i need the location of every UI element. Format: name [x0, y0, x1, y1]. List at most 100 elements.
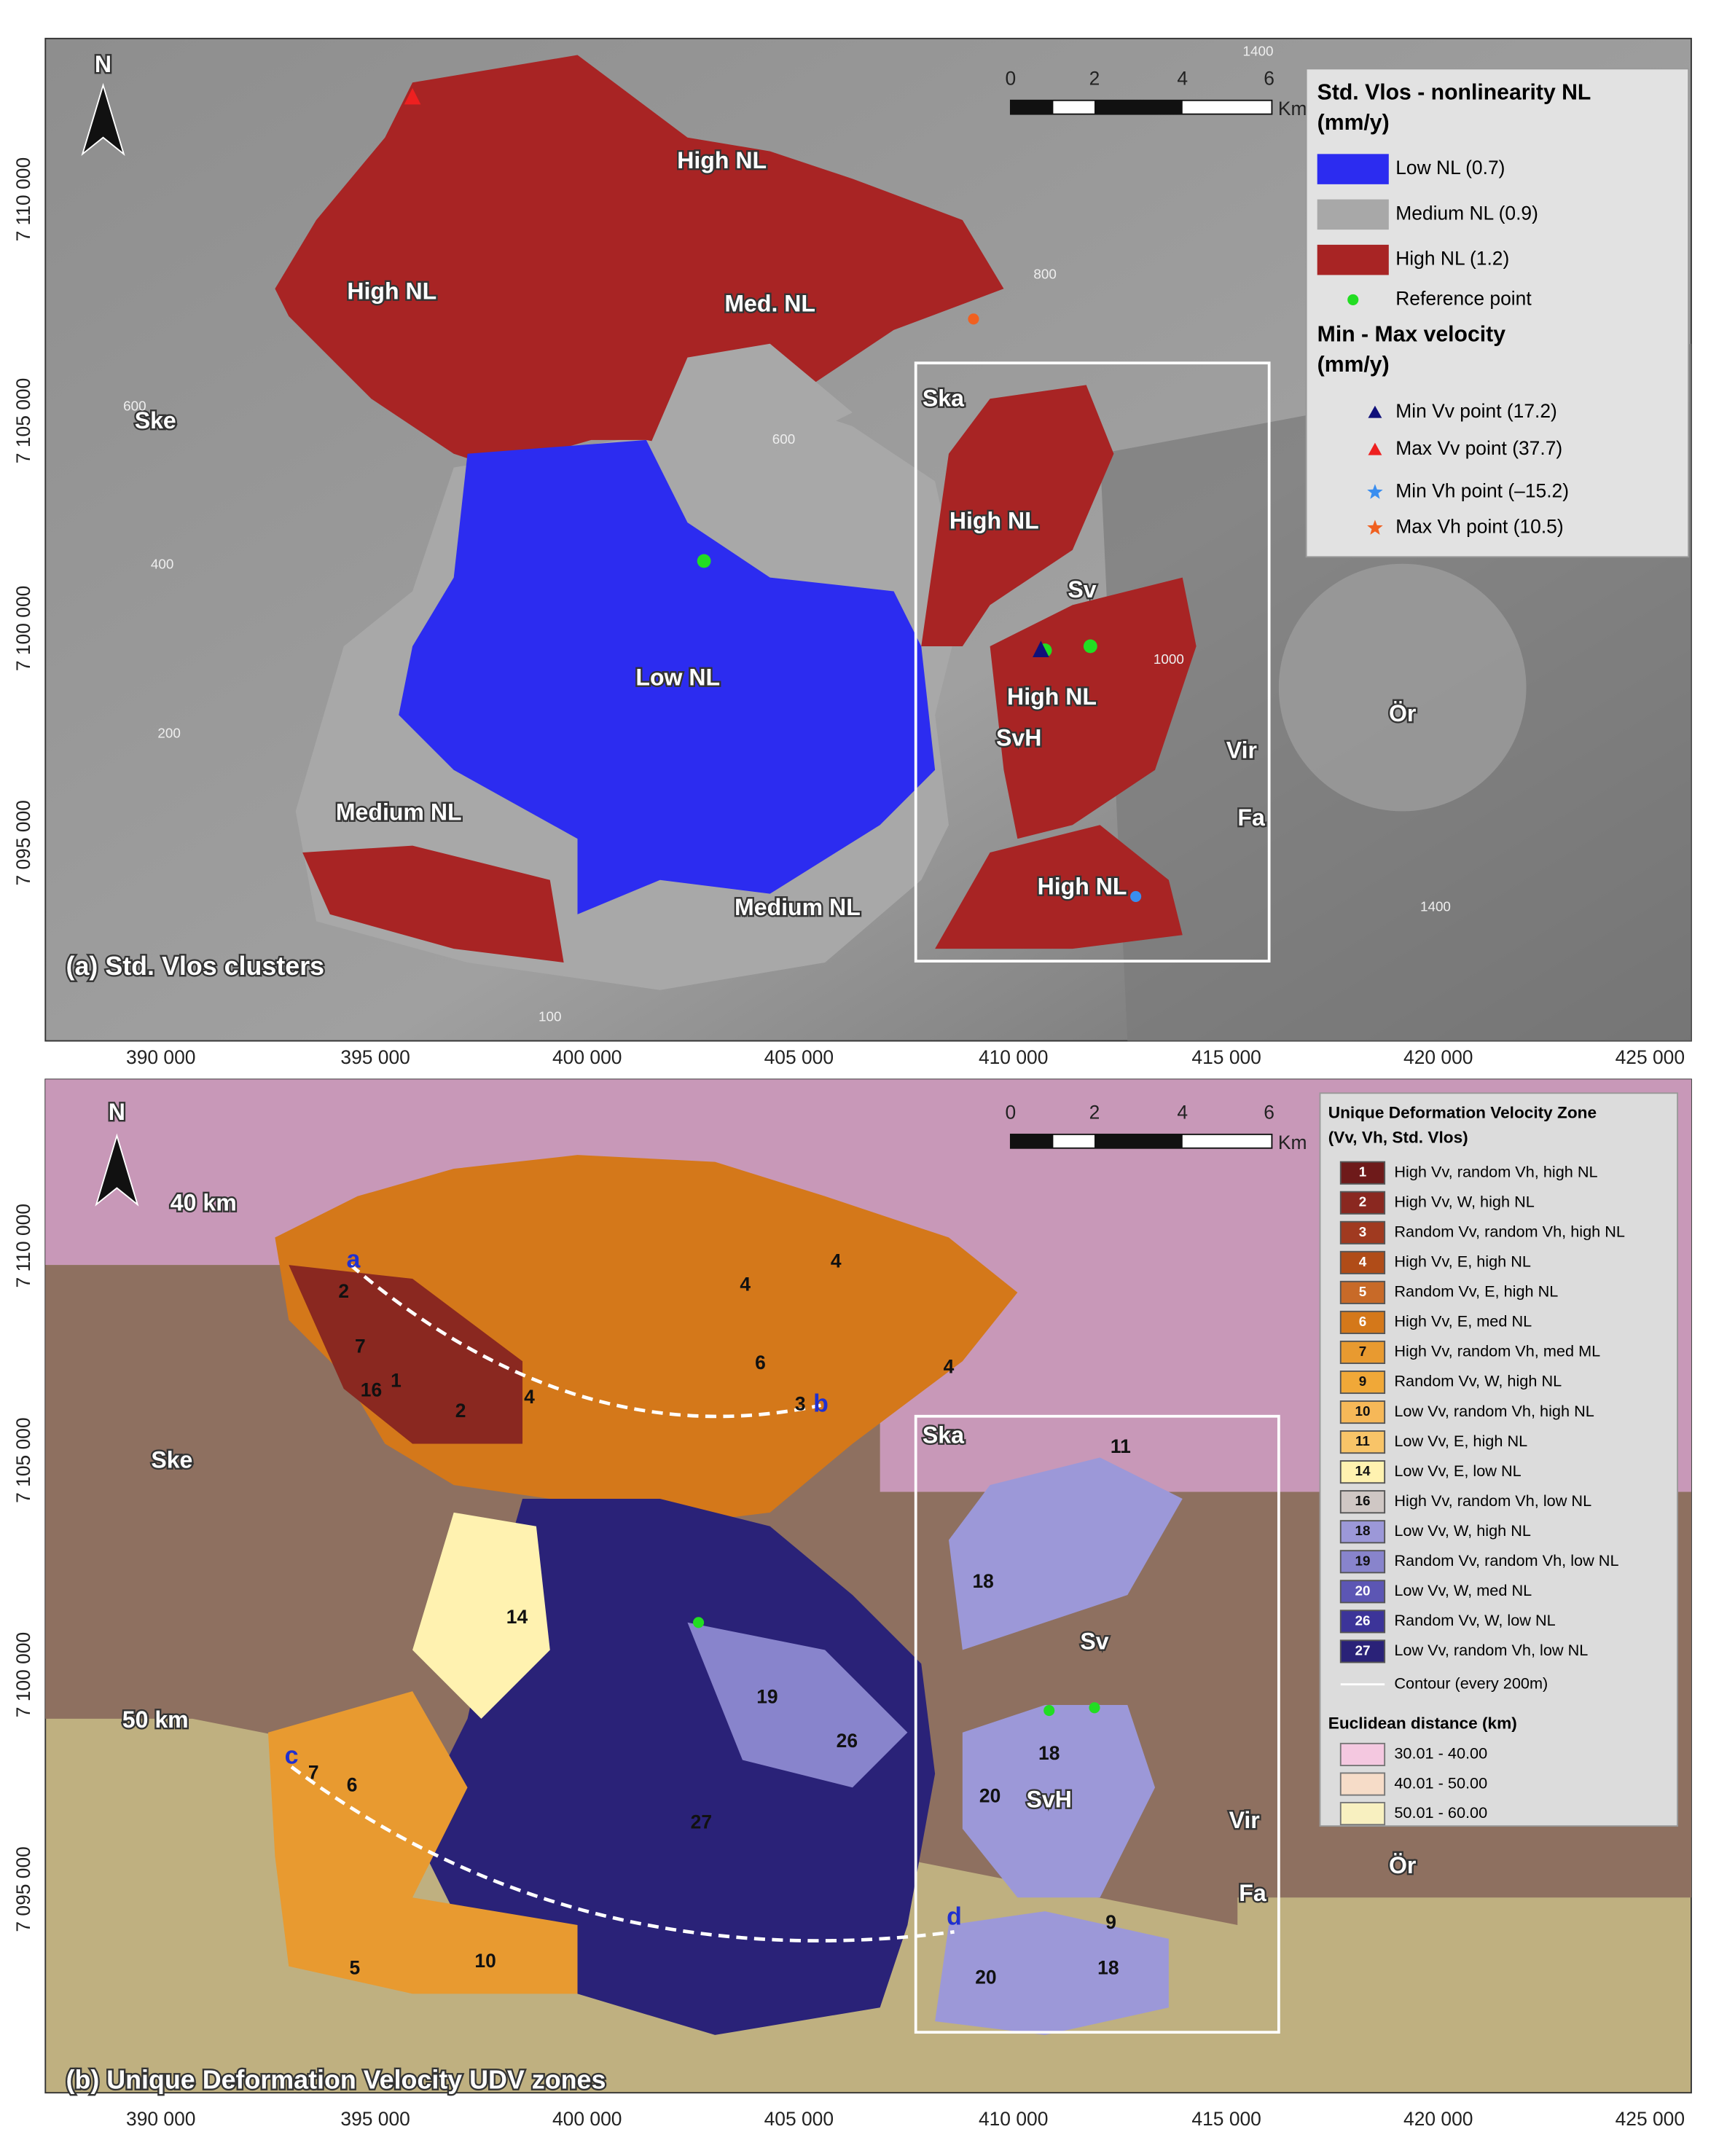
legend-code: 27: [1355, 1642, 1370, 1658]
x-tick-label: 420 000: [1403, 2108, 1473, 2130]
map-label: High NL: [677, 147, 767, 173]
high-nl-area: [921, 385, 1197, 949]
zone-label: 18: [1097, 1956, 1119, 1978]
map-label: Ska: [923, 1422, 965, 1449]
profile-label: c: [285, 1742, 299, 1770]
legend-swatch: [1339, 1280, 1386, 1304]
legend-swatch: [1368, 442, 1382, 455]
map-label: Medium NL: [336, 799, 462, 826]
legend-label: 40.01 - 50.00: [1394, 1773, 1487, 1792]
map-label: Medium NL: [735, 894, 861, 920]
x-tick-label: 425 000: [1616, 2108, 1685, 2130]
zone-label: 2: [455, 1400, 466, 1422]
legend-label: Low Vv, E, high NL: [1394, 1432, 1527, 1450]
y-tick-label: 7 095 000: [12, 1846, 34, 1932]
legend-code: 14: [1355, 1463, 1370, 1478]
map-label: Sv: [1080, 1628, 1108, 1655]
scale-bar-segment: [1010, 100, 1054, 114]
profile-line: [349, 1263, 821, 1419]
contour-label: 200: [157, 726, 180, 741]
udv-zone-area: [412, 1512, 550, 1719]
x-tick-label: 405 000: [764, 2108, 834, 2130]
map-label: 50 km: [122, 1706, 189, 1733]
x-tick-label: 410 000: [979, 1046, 1048, 1068]
legend-code: 5: [1359, 1284, 1366, 1299]
zone-label: 27: [691, 1811, 712, 1832]
zone-label: 20: [975, 1967, 996, 1988]
zone-label: 4: [524, 1386, 535, 1408]
axes: 390 000 390 000 395 000 395 000 400 000 400 0…: [12, 157, 1685, 2130]
scale-tick-label: 6: [1264, 1102, 1274, 1124]
zone-label: 18: [1038, 1742, 1060, 1764]
legend-title: Std. Vlos - nonlinearity NL (mm/y): [1317, 80, 1591, 135]
udv-zone-area: [289, 1265, 523, 1444]
legend-label: High Vv, W, high NL: [1394, 1192, 1534, 1210]
contour-label: 600: [123, 399, 146, 414]
legend-code: 18: [1355, 1523, 1370, 1538]
legend-label: Medium NL (0.9): [1395, 202, 1538, 224]
x-tick-label: 405 000: [764, 1046, 834, 1068]
map-label: 40 km: [171, 1190, 237, 1216]
legend-label: Reference point: [1395, 287, 1532, 309]
map-label: High NL: [949, 508, 1039, 534]
north-arrow: [95, 1133, 139, 1207]
legend-swatch: [1339, 1400, 1386, 1424]
legend-label: Random Vv, random Vh, high NL: [1394, 1223, 1625, 1241]
scale-bar-segment: [1094, 1134, 1183, 1148]
zone-label: 10: [474, 1950, 496, 1972]
y-tick-label: 7 110 000: [12, 1204, 34, 1288]
contour-label: 1000: [1154, 651, 1184, 667]
legend-swatch: [1339, 1639, 1386, 1663]
profile-label: b: [813, 1390, 829, 1418]
legend-swatch: [1339, 1250, 1386, 1274]
north-label: N: [95, 51, 111, 77]
legend-swatch: [1339, 1772, 1386, 1796]
high-nl-area: [275, 55, 1004, 468]
legend-swatch: [1317, 154, 1389, 184]
scale-bar: [1009, 99, 1273, 115]
x-tick-label: 390 000: [126, 1046, 195, 1068]
legend-label: Low NL (0.7): [1395, 157, 1505, 179]
legend-label: Low Vv, W, high NL: [1394, 1521, 1531, 1540]
x-tick-label: 395 000: [340, 1046, 410, 1068]
y-tick-label: 7 105 000: [12, 378, 34, 463]
x-tick-label: 400 000: [552, 2108, 622, 2130]
scale-unit: Km: [1278, 1132, 1307, 1153]
zone-label: 7: [355, 1335, 366, 1357]
scale-bar-segment: [1010, 1134, 1054, 1148]
contour-label: 1400: [1243, 44, 1274, 59]
legend-label: Random Vv, W, low NL: [1394, 1611, 1555, 1629]
legend-swatch: [1347, 294, 1359, 305]
zone-label: 19: [756, 1686, 778, 1708]
legend-code: 7: [1359, 1344, 1366, 1359]
legend-swatch: [1339, 1802, 1386, 1826]
x-tick-label: 390 000: [126, 2108, 195, 2130]
profile-line: [290, 1765, 955, 1943]
legend-swatch: [1339, 1430, 1386, 1454]
map-label: SvH: [996, 725, 1041, 751]
x-tick-label: 415 000: [1191, 1046, 1261, 1068]
min-vh-marker: [1130, 890, 1142, 902]
reference-point: [1043, 1705, 1055, 1717]
medium-nl-area: [646, 343, 853, 523]
profile-label: a: [346, 1245, 361, 1273]
legend-label: Low Vv, random Vh, low NL: [1394, 1641, 1588, 1659]
north-label: N: [109, 1099, 125, 1125]
legend-title: Euclidean distance (km): [1328, 1714, 1517, 1732]
contour-label: 1400: [1420, 898, 1451, 914]
legend-swatch: [1317, 199, 1389, 230]
legend-label: Low Vv, W, med NL: [1394, 1581, 1532, 1599]
reference-point: [1089, 1702, 1100, 1714]
legend-label: Min Vh point (–15.2): [1395, 480, 1569, 502]
y-tick-label: 7 100 000: [12, 586, 34, 671]
map-label: Med. NL: [724, 290, 815, 316]
x-tick-label: 415 000: [1191, 2108, 1261, 2130]
zone-label: 14: [506, 1606, 528, 1628]
map-label: Ske: [135, 407, 176, 434]
legend: Std. Vlos - nonlinearity NL (mm/y) Low NL …: [1305, 68, 1690, 558]
legend-swatch: [1339, 1161, 1386, 1185]
scale-tick-label: 0: [1006, 67, 1017, 89]
map-label: Ör: [1389, 700, 1416, 726]
scale-tick-label: 4: [1177, 1102, 1188, 1124]
legend-title: Min - Max velocity (mm/y): [1317, 322, 1506, 377]
